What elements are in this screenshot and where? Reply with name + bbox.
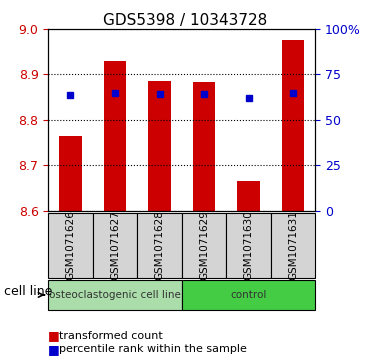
Text: percentile rank within the sample: percentile rank within the sample [59,344,247,354]
Text: osteoclastogenic cell line: osteoclastogenic cell line [49,290,181,300]
Text: GSM1071629: GSM1071629 [199,211,209,280]
Bar [237,181,260,211]
Bar [104,61,126,211]
Bar [148,81,171,211]
Text: ■: ■ [48,329,60,342]
Text: transformed count: transformed count [59,331,163,341]
Text: GSM1071630: GSM1071630 [244,211,253,280]
Text: control: control [230,290,267,300]
Text: GSM1071631: GSM1071631 [288,211,298,280]
Bar [193,82,215,211]
Text: ■: ■ [48,343,60,356]
Text: GSM1071626: GSM1071626 [66,211,75,280]
Text: GDS5398 / 10343728: GDS5398 / 10343728 [104,13,267,28]
Bar [282,40,304,211]
Text: GSM1071627: GSM1071627 [110,211,120,280]
Text: GSM1071628: GSM1071628 [155,211,164,280]
Text: cell line: cell line [4,285,52,298]
Bar [59,136,82,211]
